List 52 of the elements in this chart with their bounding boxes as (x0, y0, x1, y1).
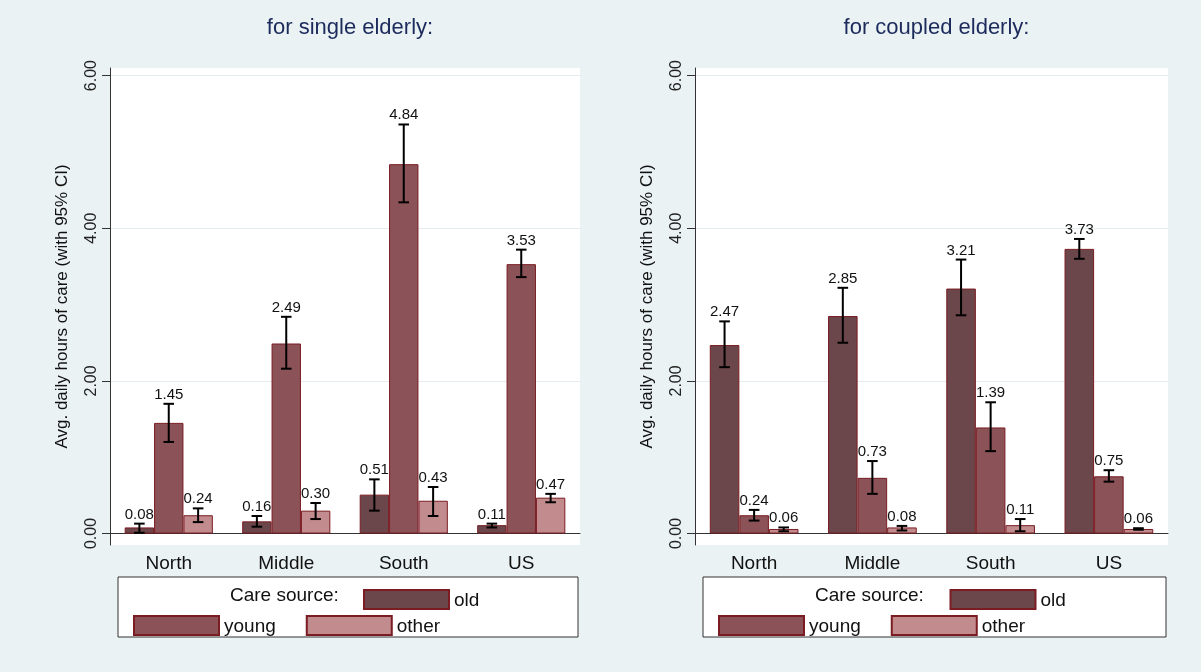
data-label: 0.06 (769, 508, 799, 526)
x-tick-label: US (1095, 552, 1123, 573)
x-tick-label: Middle (844, 552, 901, 573)
y-axis-title: Avg. daily hours of care (with 95% CI) (52, 164, 71, 449)
y-axis-title: Avg. daily hours of care (with 95% CI) (637, 164, 656, 449)
x-tick-label: North (730, 552, 778, 573)
legend-label: young (224, 615, 276, 636)
data-label: 0.75 (1094, 451, 1124, 469)
y-tick-label: 6.00 (666, 59, 684, 92)
legend-title: Care source: (815, 584, 924, 605)
legend-label: young (809, 615, 861, 636)
data-label: 0.47 (536, 474, 566, 492)
legend-label: old (1040, 589, 1066, 610)
x-tick-label: South (965, 552, 1016, 573)
legend-label: other (981, 615, 1026, 636)
data-label: 2.85 (828, 268, 858, 286)
data-label: 0.11 (1006, 500, 1035, 518)
x-tick-label: North (145, 552, 192, 573)
y-tick-label: 2.00 (666, 365, 684, 397)
data-label: 0.43 (418, 468, 448, 485)
data-label: 1.45 (154, 384, 184, 402)
data-label: 3.53 (506, 230, 536, 248)
data-label: 3.73 (1064, 219, 1094, 237)
data-label: 0.11 (477, 504, 506, 522)
chart-title: for single elderly: (266, 13, 434, 39)
data-label: 0.73 (857, 442, 887, 460)
data-label: 0.16 (242, 497, 272, 514)
x-tick-label: South (378, 552, 429, 573)
data-label: 3.21 (946, 240, 976, 258)
data-label: 0.24 (739, 490, 769, 508)
legend-label: old (454, 589, 480, 610)
legend-label: other (396, 615, 441, 636)
data-label: 0.51 (359, 460, 389, 478)
data-label: 2.47 (709, 302, 740, 320)
data-label: 0.08 (887, 506, 917, 524)
x-tick-label: Middle (258, 552, 315, 573)
y-tick-label: 4.00 (81, 212, 99, 244)
data-label: 2.49 (271, 297, 301, 315)
y-tick-label: 4.00 (666, 212, 684, 244)
y-tick-label: 0.00 (666, 517, 684, 550)
data-label: 1.39 (976, 383, 1006, 401)
y-tick-label: 0.00 (81, 517, 99, 550)
data-label: 4.84 (389, 105, 419, 123)
y-tick-label: 6.00 (81, 59, 99, 92)
data-label: 0.24 (183, 489, 213, 507)
y-tick-label: 2.00 (81, 365, 99, 397)
data-label: 0.06 (1123, 509, 1154, 527)
data-label: 0.08 (124, 504, 154, 522)
data-label: 0.30 (301, 484, 331, 502)
legend-title: Care source: (230, 584, 339, 605)
x-tick-label: US (508, 552, 535, 573)
chart-title: for coupled elderly: (843, 13, 1030, 39)
